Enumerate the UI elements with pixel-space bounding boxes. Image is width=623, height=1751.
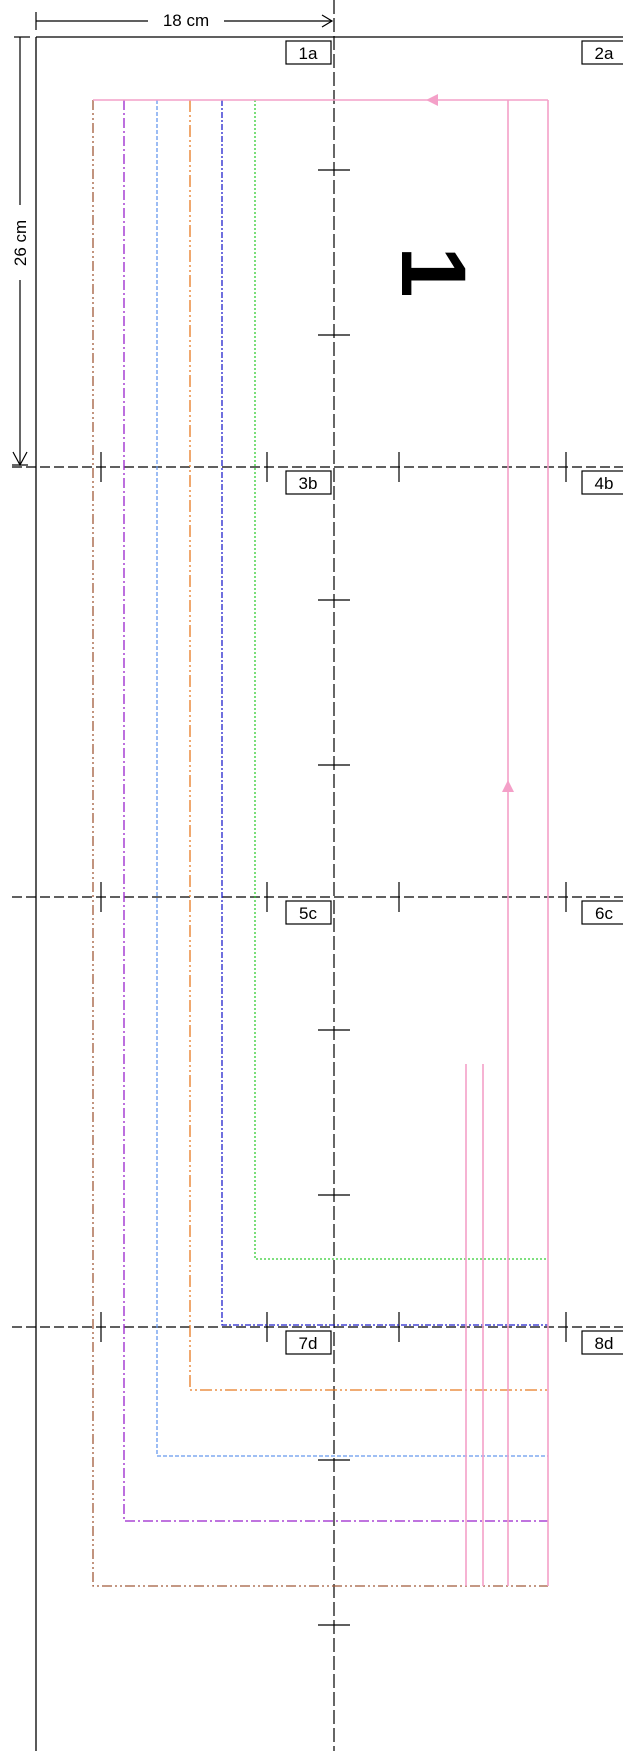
page-label-4b: 4b xyxy=(581,470,623,495)
svg-text:2a: 2a xyxy=(595,44,614,63)
pink-arrow-left-icon xyxy=(426,94,438,106)
svg-text:4b: 4b xyxy=(595,474,614,493)
page-number: 1 xyxy=(382,246,484,297)
svg-text:5c: 5c xyxy=(299,904,317,923)
size-line-brown xyxy=(92,100,548,1587)
page-label-3b: 3b xyxy=(285,470,332,495)
size-line-purple xyxy=(123,100,548,1522)
svg-text:6c: 6c xyxy=(595,904,613,923)
width-dimension-label: 18 cm xyxy=(163,11,209,30)
page-label-1a: 1a xyxy=(285,40,332,65)
height-dimension-label: 26 cm xyxy=(11,220,30,266)
alignment-ticks xyxy=(100,169,567,1626)
size-line-orange xyxy=(189,100,548,1391)
size-line-light-blue xyxy=(156,100,548,1457)
page-label-2a: 2a xyxy=(581,40,623,65)
sheet-division-lines xyxy=(12,0,623,1751)
pattern-size-lines xyxy=(92,100,548,1587)
pink-lines xyxy=(93,99,549,1586)
svg-text:7d: 7d xyxy=(299,1334,318,1353)
svg-text:1a: 1a xyxy=(299,44,318,63)
page-label-7d: 7d xyxy=(285,1330,332,1355)
pink-arrow-up-icon xyxy=(502,780,514,792)
page-label-6c: 6c xyxy=(581,900,623,925)
svg-text:8d: 8d xyxy=(595,1334,614,1353)
page-label-5c: 5c xyxy=(285,900,332,925)
page-borders xyxy=(35,36,623,1751)
width-dimension xyxy=(35,12,334,30)
size-line-blue xyxy=(221,100,548,1326)
height-dimension xyxy=(12,36,30,467)
page-label-8d: 8d xyxy=(581,1330,623,1355)
svg-text:3b: 3b xyxy=(299,474,318,493)
